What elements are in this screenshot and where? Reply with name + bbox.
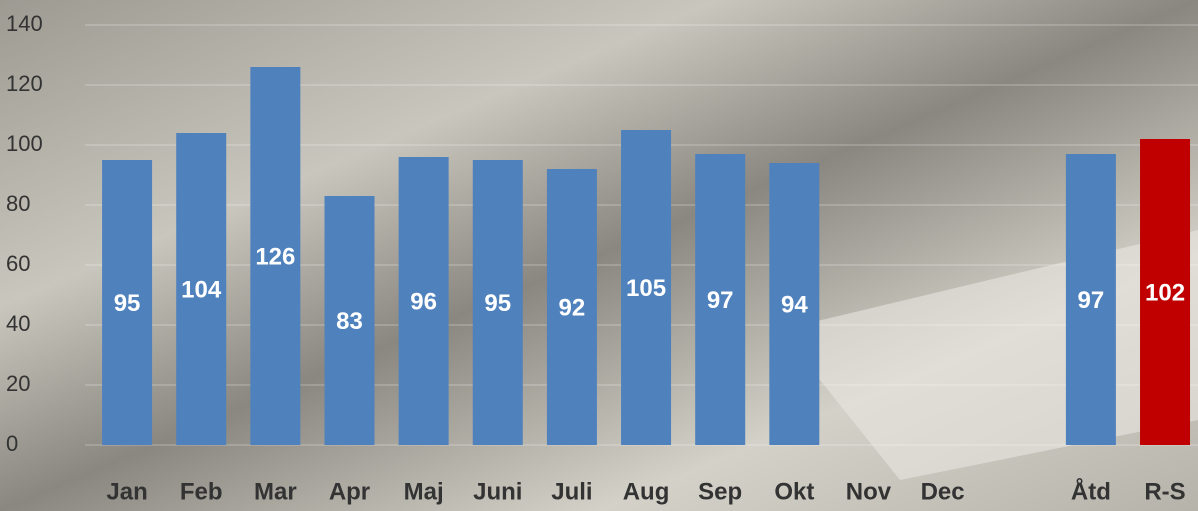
x-tick-label: R-S (1144, 478, 1185, 505)
data-label: 104 (181, 276, 222, 303)
y-tick-label: 100 (6, 131, 43, 156)
y-tick-label: 120 (6, 71, 43, 96)
y-tick-label: 140 (6, 11, 43, 36)
x-tick-label: Aug (623, 478, 670, 505)
x-tick-label: Juni (473, 478, 522, 505)
data-label: 95 (114, 290, 141, 317)
data-label: 92 (559, 294, 586, 321)
data-label: 95 (484, 290, 511, 317)
data-label: 97 (1078, 287, 1105, 314)
x-tick-label: Åtd (1071, 477, 1111, 505)
x-tick-label: Apr (329, 478, 370, 505)
data-label: 96 (410, 288, 437, 315)
x-tick-label: Dec (921, 478, 965, 505)
x-tick-label: Nov (846, 478, 892, 505)
x-tick-label: Maj (404, 478, 444, 505)
x-tick-label: Feb (180, 478, 223, 505)
data-label: 102 (1145, 279, 1185, 306)
data-label: 94 (781, 291, 808, 318)
x-tick-label: Mar (254, 478, 297, 505)
y-tick-label: 40 (6, 311, 30, 336)
chart: 0 20 40 60 80 100 120 140 Jan 95 Feb 104 Mar 126 Apr 83… (0, 0, 1198, 511)
y-tick-label: 0 (6, 431, 18, 456)
y-tick-label: 80 (6, 191, 30, 216)
y-tick-label: 60 (6, 251, 30, 276)
data-label: 105 (626, 275, 666, 302)
data-label: 83 (336, 308, 363, 335)
x-tick-label: Okt (774, 478, 814, 505)
data-label: 97 (707, 287, 734, 314)
y-tick-label: 20 (6, 371, 30, 396)
x-tick-label: Sep (698, 478, 742, 505)
x-tick-label: Jan (106, 478, 147, 505)
data-label: 126 (255, 243, 295, 270)
x-tick-label: Juli (551, 478, 592, 505)
